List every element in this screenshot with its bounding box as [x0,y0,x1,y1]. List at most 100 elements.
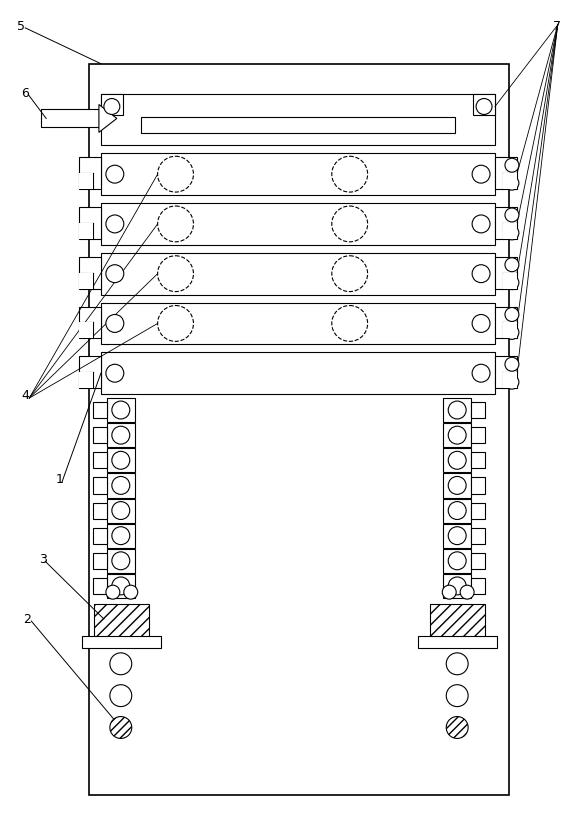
Circle shape [505,176,519,190]
Bar [140,117,455,133]
Bar [93,578,107,594]
Bar [79,257,101,288]
Bar [443,499,471,523]
Circle shape [158,156,194,192]
Bar [443,474,471,498]
Bar [495,307,517,338]
Bar [93,503,107,519]
Text: 7: 7 [553,20,561,33]
Circle shape [110,685,132,706]
Circle shape [472,314,490,332]
Bar [503,173,517,189]
Circle shape [124,585,138,599]
Circle shape [112,577,130,595]
Bar [79,157,101,189]
Circle shape [332,306,368,342]
Text: 5: 5 [17,20,25,33]
Bar [471,553,485,569]
Bar [93,452,107,469]
Bar [107,548,135,573]
Bar [495,356,517,388]
Bar [107,499,135,523]
Bar [89,64,509,795]
Bar [503,322,517,338]
Circle shape [448,527,466,544]
Circle shape [448,451,466,470]
Circle shape [112,476,130,494]
Circle shape [505,375,519,389]
Circle shape [448,426,466,444]
Bar [82,636,161,648]
Circle shape [332,156,368,192]
Text: 1: 1 [56,473,64,486]
Circle shape [112,451,130,470]
Bar [107,574,135,598]
Text: 4: 4 [21,389,29,401]
Bar [107,449,135,473]
Circle shape [112,426,130,444]
Bar [503,223,517,238]
Circle shape [112,552,130,570]
Bar [471,528,485,543]
Bar [101,94,495,145]
Circle shape [505,258,519,272]
Circle shape [448,476,466,494]
Circle shape [505,208,519,222]
Bar [79,273,93,288]
Bar [79,307,101,338]
Bar [101,352,495,394]
Bar [503,273,517,288]
Polygon shape [99,105,117,132]
Circle shape [460,585,474,599]
Bar [93,528,107,543]
Circle shape [112,502,130,519]
Circle shape [505,326,519,339]
Bar [79,207,101,238]
Bar [93,402,107,418]
Circle shape [110,716,132,739]
Circle shape [158,306,194,342]
Text: 3: 3 [39,553,47,566]
Bar [495,157,517,189]
Circle shape [106,364,124,382]
Circle shape [448,552,466,570]
Circle shape [332,256,368,292]
Bar [443,398,471,422]
Circle shape [505,357,519,371]
Bar [495,257,517,288]
Bar [471,427,485,444]
Bar [79,322,93,338]
Bar [471,452,485,469]
Bar [473,94,495,116]
Circle shape [106,215,124,233]
Circle shape [448,502,466,519]
Circle shape [476,99,492,115]
Bar [41,110,99,127]
Circle shape [472,215,490,233]
Bar [101,94,123,116]
Bar [443,548,471,573]
Bar [101,253,495,294]
Bar [443,423,471,447]
Circle shape [158,256,194,292]
Bar [79,223,93,238]
Bar [101,302,495,344]
Circle shape [448,577,466,595]
Circle shape [332,206,368,242]
Bar [101,153,495,195]
Text: 6: 6 [21,86,29,100]
Bar [443,449,471,473]
Text: 2: 2 [23,612,31,626]
Bar [94,604,149,646]
Circle shape [106,585,120,599]
Circle shape [446,653,468,675]
Bar [471,578,485,594]
Circle shape [448,401,466,419]
Bar [107,398,135,422]
Circle shape [472,364,490,382]
Circle shape [110,653,132,675]
Circle shape [446,685,468,706]
Bar [101,203,495,245]
Circle shape [106,314,124,332]
Bar [495,207,517,238]
